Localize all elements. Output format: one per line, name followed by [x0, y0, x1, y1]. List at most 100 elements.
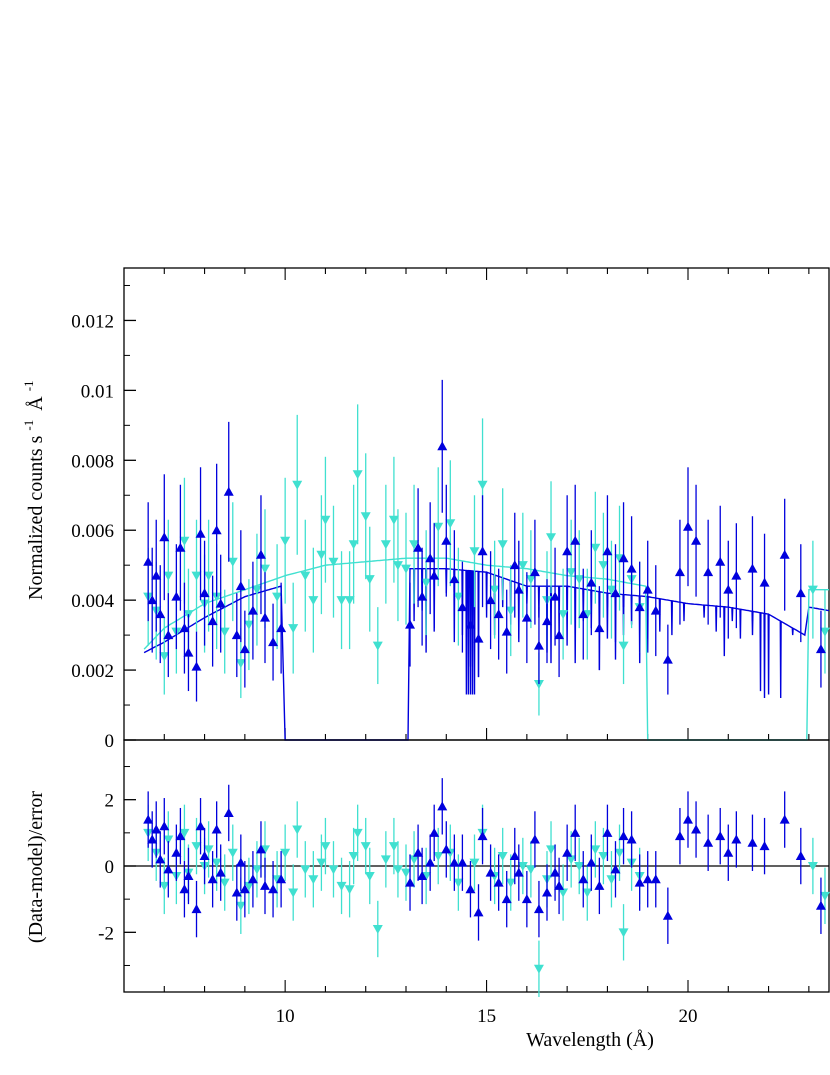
cyan-spectrum-point [469, 547, 480, 557]
cyan-residual-point [219, 878, 230, 888]
blue-spectrum-point [147, 595, 158, 605]
cyan-spectrum-point [348, 540, 359, 550]
blue-residual-point [465, 884, 476, 894]
blue-spectrum-point [542, 616, 552, 626]
blue-spectrum-point [465, 619, 476, 629]
spectrum-frame [123, 267, 830, 741]
cyan-residual-point [392, 865, 403, 875]
cyan-spectrum-point [497, 540, 508, 550]
blue-spectrum-point [610, 588, 621, 598]
cyan-residual-point [388, 842, 399, 852]
blue-residual-point [759, 841, 770, 851]
cyan-spectrum-point [558, 610, 569, 620]
blue-spectrum-point [586, 577, 597, 587]
residual-panel: -2 0 2 10 15 20 [98, 739, 830, 1027]
cyan-residual-point [352, 828, 363, 838]
cyan-spectrum-point [211, 592, 222, 602]
blue-spectrum-point [179, 623, 190, 633]
blue-residual-point [501, 894, 512, 904]
blue-residual-point [723, 847, 734, 857]
blue-spectrum-point [457, 602, 468, 612]
x-tick-label: 20 [679, 1006, 698, 1027]
cyan-residual-point [590, 845, 601, 855]
cyan-residual-point [364, 871, 375, 881]
blue-residual-point [191, 904, 202, 914]
blue-residual-point [477, 831, 488, 841]
blue-spectrum-point [650, 605, 661, 615]
blue-spectrum-point [159, 532, 170, 542]
cyan-spectrum-point [320, 515, 331, 525]
blue-spectrum-point [513, 584, 524, 594]
blue-spectrum-point [260, 612, 270, 622]
blue-residual-point [703, 837, 714, 847]
cyan-residual-point [401, 868, 411, 878]
blue-spectrum-point [449, 574, 460, 584]
blue-spectrum-point [235, 581, 246, 591]
blue-spectrum-point [171, 591, 182, 601]
blue-residual-point [235, 857, 246, 867]
blue-residual-point [441, 844, 452, 854]
cyan-residual-point [618, 928, 629, 938]
blue-residual-point [429, 827, 440, 837]
cyan-residual-point [243, 881, 254, 891]
blue-residual-point [413, 847, 424, 857]
blue-residual-point [570, 827, 581, 837]
blue-spectrum-point [795, 588, 806, 598]
blue-spectrum-point [493, 609, 504, 619]
blue-residual-point [533, 904, 544, 914]
cyan-residual-point [159, 881, 170, 891]
cyan-spectrum-point [292, 480, 303, 490]
cyan-spectrum-point [525, 575, 536, 585]
cyan-spectrum-point [372, 641, 383, 651]
blue-residual-point [437, 801, 448, 811]
residual-y-tick-label: 0 [105, 857, 115, 878]
cyan-spectrum-point [251, 585, 262, 595]
blue-residual-point [550, 867, 561, 877]
cyan-residual-point [598, 852, 609, 862]
blue-spectrum-point [163, 630, 174, 640]
blue-residual-point [255, 844, 266, 854]
cyan-residual-point [348, 852, 359, 862]
cyan-residual-point [227, 848, 238, 858]
cyan-spectrum-point [517, 561, 528, 571]
blue-spectrum-point [247, 605, 258, 615]
blue-spectrum-point [674, 567, 685, 577]
blue-residual-point [155, 854, 166, 864]
blue-residual-point [449, 857, 460, 867]
cyan-spectrum-point [360, 512, 371, 522]
blue-spectrum-point [223, 486, 234, 496]
blue-residual-point [175, 831, 186, 841]
blue-residual-point [594, 880, 605, 890]
cyan-spectrum-point [388, 515, 399, 525]
blue-spectrum-point [413, 542, 424, 552]
cyan-spectrum-point [163, 571, 174, 581]
blue-spectrum-point [255, 549, 266, 559]
blue-residual-point [674, 831, 685, 841]
blue-spectrum-point [683, 521, 693, 531]
cyan-residual-point [807, 862, 818, 871]
cyan-spectrum-point [235, 659, 246, 669]
blue-spectrum-point [594, 623, 605, 633]
blue-residual-point [634, 877, 645, 887]
x-tick-label: 10 [276, 1006, 295, 1027]
blue-spectrum-point [441, 535, 452, 545]
blue-spectrum-point [199, 588, 210, 598]
cyan-spectrum-point [243, 620, 254, 630]
cyan-residual-point [372, 925, 383, 934]
cyan-spectrum-point [807, 585, 818, 595]
blue-spectrum-point [533, 640, 544, 650]
blue-residual-point [179, 884, 190, 894]
cyan-residual-point [163, 835, 174, 845]
blue-spectrum-point [759, 577, 770, 587]
blue-residual-point [715, 831, 726, 841]
blue-residual-point [485, 867, 496, 877]
blue-residual-point [425, 857, 436, 867]
cyan-spectrum-point [288, 624, 299, 634]
blue-spectrum-point [155, 609, 166, 619]
cyan-residual-point [380, 855, 391, 865]
cyan-residual-point [211, 858, 222, 868]
blue-spectrum-point [207, 616, 218, 626]
cyan-spectrum-point [364, 575, 375, 585]
blue-spectrum-point [642, 584, 653, 594]
